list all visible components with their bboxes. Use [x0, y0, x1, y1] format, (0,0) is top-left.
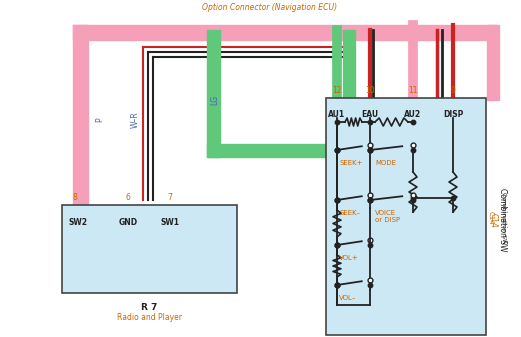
- Text: EAU: EAU: [362, 110, 379, 119]
- Text: 11: 11: [408, 86, 418, 95]
- Text: VOL+: VOL+: [339, 255, 359, 261]
- Bar: [326, 98, 486, 335]
- Bar: [343, 30, 355, 157]
- Text: 6: 6: [126, 193, 130, 202]
- Text: Combination SW: Combination SW: [499, 188, 507, 252]
- Text: AU1: AU1: [328, 110, 345, 119]
- Text: GND: GND: [118, 218, 138, 227]
- Text: 10: 10: [365, 86, 375, 95]
- Text: SEEK–: SEEK–: [339, 210, 360, 216]
- Text: VOL–: VOL–: [339, 295, 356, 301]
- Text: W–R: W–R: [130, 112, 140, 128]
- Text: AU2: AU2: [404, 110, 421, 119]
- Text: P: P: [95, 118, 105, 122]
- Bar: [207, 144, 355, 157]
- Text: MODE: MODE: [375, 160, 396, 166]
- Text: 7: 7: [168, 193, 172, 202]
- Bar: [73, 25, 497, 40]
- Bar: [73, 25, 88, 215]
- Text: SW1: SW1: [160, 218, 180, 227]
- Text: SW2: SW2: [68, 218, 88, 227]
- Bar: [487, 25, 499, 100]
- Text: Option Connector (Navigation ECU): Option Connector (Navigation ECU): [203, 3, 338, 12]
- Text: Combination SW: Combination SW: [501, 192, 505, 244]
- Bar: [62, 205, 237, 293]
- Bar: [207, 30, 220, 157]
- Text: SEEK+: SEEK+: [339, 160, 363, 166]
- Text: 8: 8: [72, 193, 78, 202]
- Text: 12: 12: [332, 86, 342, 95]
- Text: 9: 9: [451, 86, 455, 95]
- Text: C14: C14: [488, 211, 494, 225]
- Text: Radio and Player: Radio and Player: [117, 313, 182, 322]
- Text: VOICE
or DISP: VOICE or DISP: [375, 210, 400, 223]
- Text: R 7: R 7: [141, 303, 158, 312]
- Text: DISP: DISP: [443, 110, 463, 119]
- Text: C14: C14: [489, 213, 498, 227]
- Text: LG: LG: [210, 95, 219, 105]
